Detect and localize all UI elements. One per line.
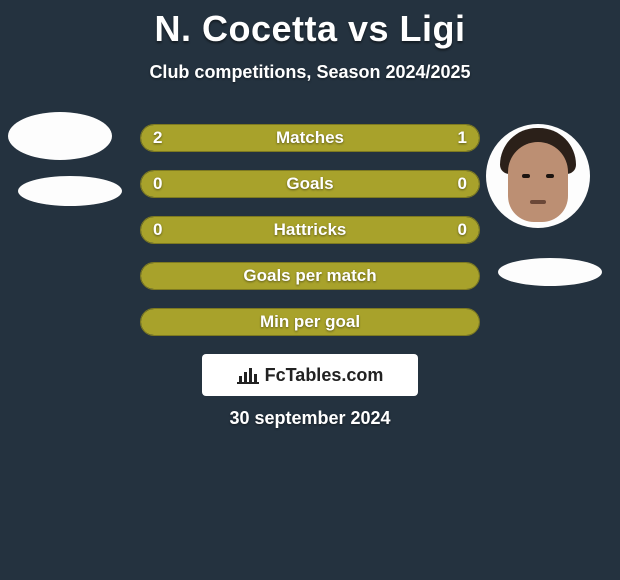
stat-bar-left	[141, 125, 366, 151]
branding-text: FcTables.com	[265, 365, 384, 386]
stat-rows: Matches21 Goals00 Hattricks00 Goals per mat…	[140, 124, 480, 354]
date-stamp: 30 september 2024	[0, 408, 620, 429]
stat-row: Goals per match	[140, 262, 480, 290]
stat-bar-left	[141, 309, 479, 335]
page-title: N. Cocetta vs Ligi	[0, 0, 620, 50]
player-right-avatar	[486, 124, 590, 228]
stat-row: Goals00	[140, 170, 480, 198]
avatar-photo-icon	[486, 124, 590, 228]
stat-bar-right	[366, 125, 479, 151]
stat-bar-right	[310, 217, 479, 243]
page-subtitle: Club competitions, Season 2024/2025	[0, 62, 620, 83]
stat-row: Hattricks00	[140, 216, 480, 244]
avatar-placeholder-icon	[8, 112, 112, 160]
branding-badge: FcTables.com	[202, 354, 418, 396]
comparison-card: N. Cocetta vs Ligi Club competitions, Se…	[0, 0, 620, 580]
player-left-logo-placeholder	[18, 176, 122, 206]
stat-bar-right	[310, 171, 479, 197]
stat-bar-left	[141, 171, 310, 197]
stat-row: Min per goal	[140, 308, 480, 336]
player-right-logo-placeholder	[498, 258, 602, 286]
stat-row: Matches21	[140, 124, 480, 152]
bar-chart-icon	[237, 366, 259, 384]
stat-bar-left	[141, 217, 310, 243]
player-left-avatar	[8, 112, 112, 160]
stat-bar-left	[141, 263, 479, 289]
